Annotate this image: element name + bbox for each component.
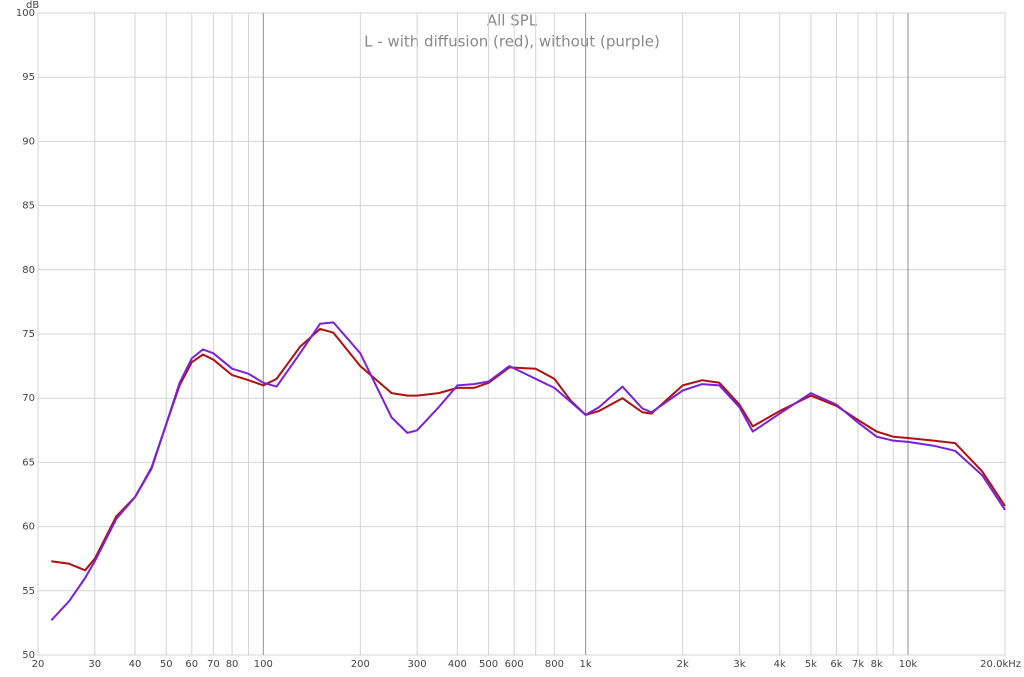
x-tick-label: 5k xyxy=(805,659,817,670)
x-tick-label: 60 xyxy=(185,659,198,670)
x-tick-label: 3k xyxy=(733,659,745,670)
x-tick-label: 600 xyxy=(505,659,524,670)
x-tick-label: 40 xyxy=(129,659,142,670)
y-tick-label: 90 xyxy=(22,136,35,147)
x-tick-label: 800 xyxy=(545,659,564,670)
x-tick-label: 7k xyxy=(852,659,864,670)
x-tick-label: 8k xyxy=(871,659,883,670)
x-tick-label: 4k xyxy=(774,659,786,670)
x-tick-label: 50 xyxy=(160,659,173,670)
y-tick-label: 60 xyxy=(22,522,35,533)
series-line xyxy=(50,321,1006,621)
x-tick-label: 200 xyxy=(351,659,370,670)
x-tick-label: 70 xyxy=(207,659,220,670)
y-axis-label: dB xyxy=(26,0,39,11)
x-tick-label: 30 xyxy=(88,659,101,670)
y-tick-label: 100 xyxy=(16,8,35,19)
x-tick-label: 20.0kHz xyxy=(980,659,1021,670)
y-tick-label: 95 xyxy=(22,72,35,83)
y-tick-label: 80 xyxy=(22,265,35,276)
y-tick-label: 75 xyxy=(22,329,35,340)
x-tick-label: 100 xyxy=(254,659,273,670)
y-tick-label: 70 xyxy=(22,393,35,404)
x-tick-label: 10k xyxy=(899,659,918,670)
chart-subtitle: L - with diffusion (red), without (purpl… xyxy=(364,33,660,51)
x-tick-label: 2k xyxy=(677,659,689,670)
x-tick-label: 400 xyxy=(448,659,467,670)
x-tick-label: 6k xyxy=(830,659,842,670)
y-tick-label: 65 xyxy=(22,457,35,468)
x-tick-label: 1k xyxy=(580,659,592,670)
chart-title: All SPL xyxy=(487,12,538,30)
y-tick-label: 55 xyxy=(22,586,35,597)
series-line xyxy=(51,327,1006,572)
y-tick-label: 85 xyxy=(22,201,35,212)
y-tick-label: 50 xyxy=(22,650,35,661)
x-tick-label: 20 xyxy=(32,659,45,670)
x-tick-label: 500 xyxy=(479,659,498,670)
x-tick-label: 80 xyxy=(226,659,239,670)
x-tick-label: 300 xyxy=(408,659,427,670)
